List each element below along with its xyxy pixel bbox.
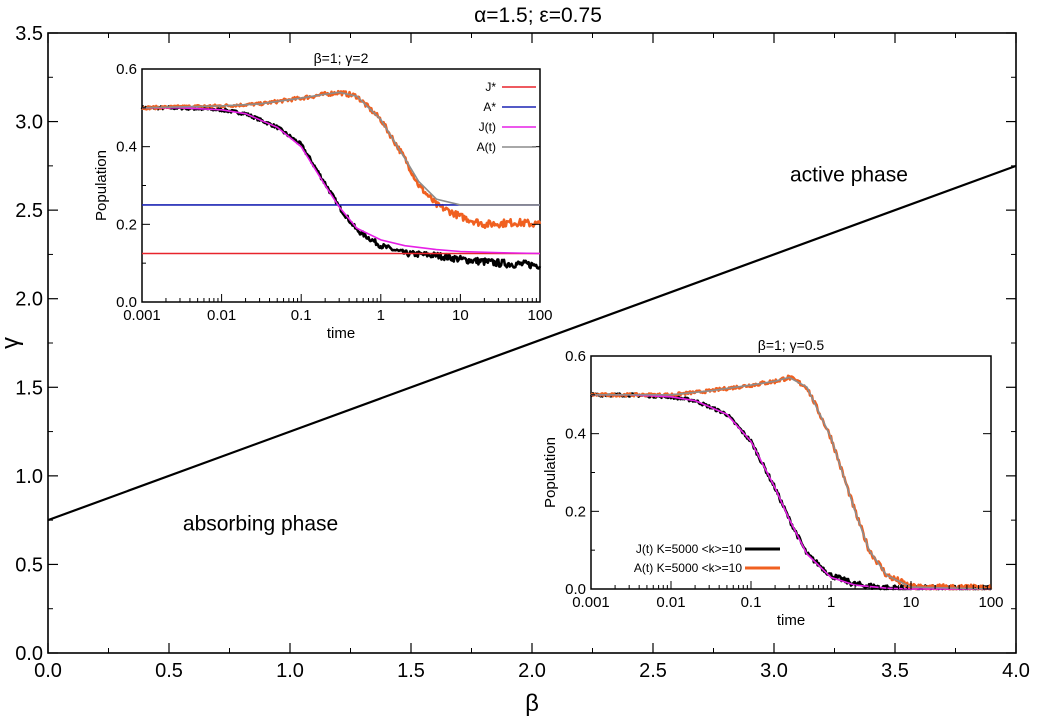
y-axis-label: γ bbox=[0, 337, 24, 349]
inset-title: β=1; γ=0.5 bbox=[758, 337, 825, 353]
y-tick-label: 3.5 bbox=[15, 23, 43, 45]
y-tick-label: 0.4 bbox=[116, 139, 137, 156]
y-tick-label: 0.4 bbox=[565, 426, 586, 443]
inset-top-left: 0.001 0.01 0.1 1 10 100 0.0 0.2 0.4 0.6 β=1; γ=2 ti… bbox=[93, 50, 553, 342]
x-tick-label: 100 bbox=[978, 594, 1003, 611]
x-tick-label: 0.1 bbox=[741, 594, 762, 611]
x-tick-label: 0.5 bbox=[155, 660, 183, 682]
x-tick-label: 0.001 bbox=[572, 594, 610, 611]
inset-title: β=1; γ=2 bbox=[314, 50, 369, 66]
legend-label: A(t) K=5000 <k>=10 bbox=[634, 561, 742, 575]
x-tick-label: 10 bbox=[452, 307, 469, 324]
x-tick-label: 0.0 bbox=[34, 660, 62, 682]
y-tick-label: 0.0 bbox=[15, 643, 43, 665]
y-tick-label: 0.2 bbox=[116, 216, 137, 233]
series-theory-1-line bbox=[591, 376, 992, 590]
y-tick-label: 2.5 bbox=[15, 200, 43, 222]
inset-frame bbox=[141, 68, 541, 303]
series-theory-0-line bbox=[591, 394, 991, 590]
y-axis-label: Population bbox=[93, 150, 110, 221]
y-tick-label: 1.0 bbox=[15, 466, 43, 488]
legend-label: J(t) K=5000 <k>=10 bbox=[636, 542, 742, 556]
x-tick-label: 0.01 bbox=[656, 594, 685, 611]
main-plot: 0.0 0.5 1.0 1.5 2.0 2.5 3.0 3.5 4.0 0.0 0.5 1.0 1.5 2… bbox=[0, 4, 1030, 717]
active-phase-label: active phase bbox=[790, 164, 908, 187]
y-tick-label: 0.2 bbox=[565, 503, 586, 520]
x-tick-label: 4.0 bbox=[1002, 660, 1030, 682]
x-tick-label: 3.5 bbox=[881, 660, 909, 682]
y-tick-label: 3.0 bbox=[15, 112, 43, 134]
x-tick-label: 0.01 bbox=[207, 307, 236, 324]
x-tick-label: 2.0 bbox=[518, 660, 546, 682]
y-tick-label: 0.5 bbox=[15, 554, 43, 576]
legend-label: A* bbox=[483, 100, 496, 114]
x-axis-label: time bbox=[777, 612, 805, 629]
x-tick-label: 2.5 bbox=[639, 660, 667, 682]
x-tick-label: 10 bbox=[903, 594, 920, 611]
x-axis-label: time bbox=[327, 325, 355, 342]
x-tick-label: 100 bbox=[527, 307, 552, 324]
x-tick-label: 1 bbox=[827, 594, 835, 611]
x-tick-label: 0.1 bbox=[291, 307, 312, 324]
legend-label: A(t) bbox=[477, 140, 496, 154]
series-jt-line bbox=[142, 107, 541, 255]
main-title: α=1.5; ε=0.75 bbox=[474, 4, 602, 27]
inset-frame bbox=[590, 355, 992, 590]
inset-bottom-right: 0.001 0.01 0.1 1 10 100 0.0 0.2 0.4 0.6 β=1; γ=0.5… bbox=[542, 337, 1004, 629]
absorbing-phase-label: absorbing phase bbox=[183, 513, 338, 536]
y-axis-label: Population bbox=[542, 437, 559, 508]
y-tick-label: 0.6 bbox=[116, 61, 137, 78]
y-tick-label: 1.5 bbox=[15, 377, 43, 399]
x-tick-label: 0.001 bbox=[123, 307, 161, 324]
phase-boundary-line bbox=[47, 164, 1017, 522]
legend-label: J(t) bbox=[479, 120, 496, 134]
y-tick-label: 0.0 bbox=[565, 581, 586, 598]
x-tick-label: 1 bbox=[377, 307, 385, 324]
series-at-line bbox=[141, 91, 540, 206]
legend-label: J* bbox=[485, 80, 496, 94]
x-axis-label: β bbox=[525, 690, 539, 717]
y-tick-label: 0.6 bbox=[565, 348, 586, 365]
y-tick-label: 2.0 bbox=[15, 289, 43, 311]
x-tick-label: 3.0 bbox=[760, 660, 788, 682]
x-tick-label: 1.5 bbox=[397, 660, 425, 682]
y-tick-label: 0.0 bbox=[116, 294, 137, 311]
x-tick-label: 1.0 bbox=[276, 660, 304, 682]
